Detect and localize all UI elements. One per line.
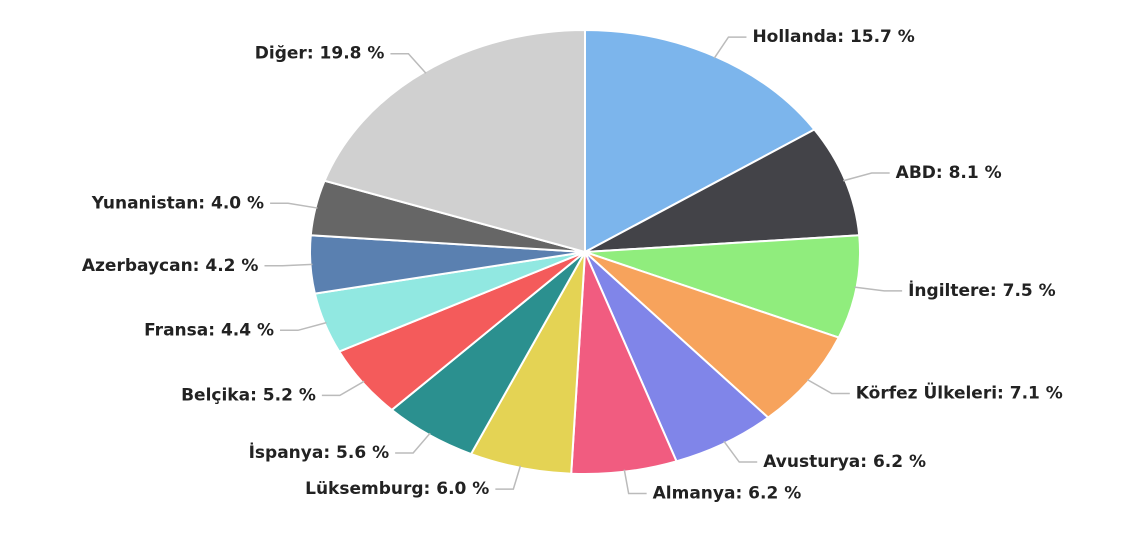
data-label: Belçika: 5.2 % [181, 385, 316, 405]
connector [280, 321, 327, 332]
data-label: Almanya: 6.2 % [653, 483, 802, 503]
connector [806, 378, 850, 395]
connector [321, 380, 365, 397]
data-label: Azerbaycan: 4.2 % [82, 256, 259, 276]
data-label: ABD: 8.1 % [896, 163, 1002, 183]
connector [723, 440, 758, 463]
data-label: Hollanda: 15.7 % [752, 27, 914, 47]
connector [843, 172, 890, 182]
data-label: Yunanistan: 4.0 % [91, 193, 264, 213]
data-label: Fransa: 4.4 % [144, 320, 274, 340]
data-label: İspanya: 5.6 % [249, 441, 390, 463]
connector [854, 286, 903, 292]
data-label: Avusturya: 6.2 % [763, 452, 926, 472]
data-label: İngiltere: 7.5 % [908, 279, 1056, 301]
data-label: Diğer: 19.8 % [255, 44, 385, 64]
connector [270, 202, 318, 209]
connector [264, 263, 313, 267]
connector [623, 469, 647, 495]
connector [713, 36, 747, 59]
data-label: Lüksemburg: 6.0 % [305, 479, 489, 499]
connector [390, 52, 427, 74]
connector [395, 432, 431, 454]
data-label: Körfez Ülkeleri: 7.1 % [856, 382, 1063, 404]
connector [495, 465, 522, 490]
